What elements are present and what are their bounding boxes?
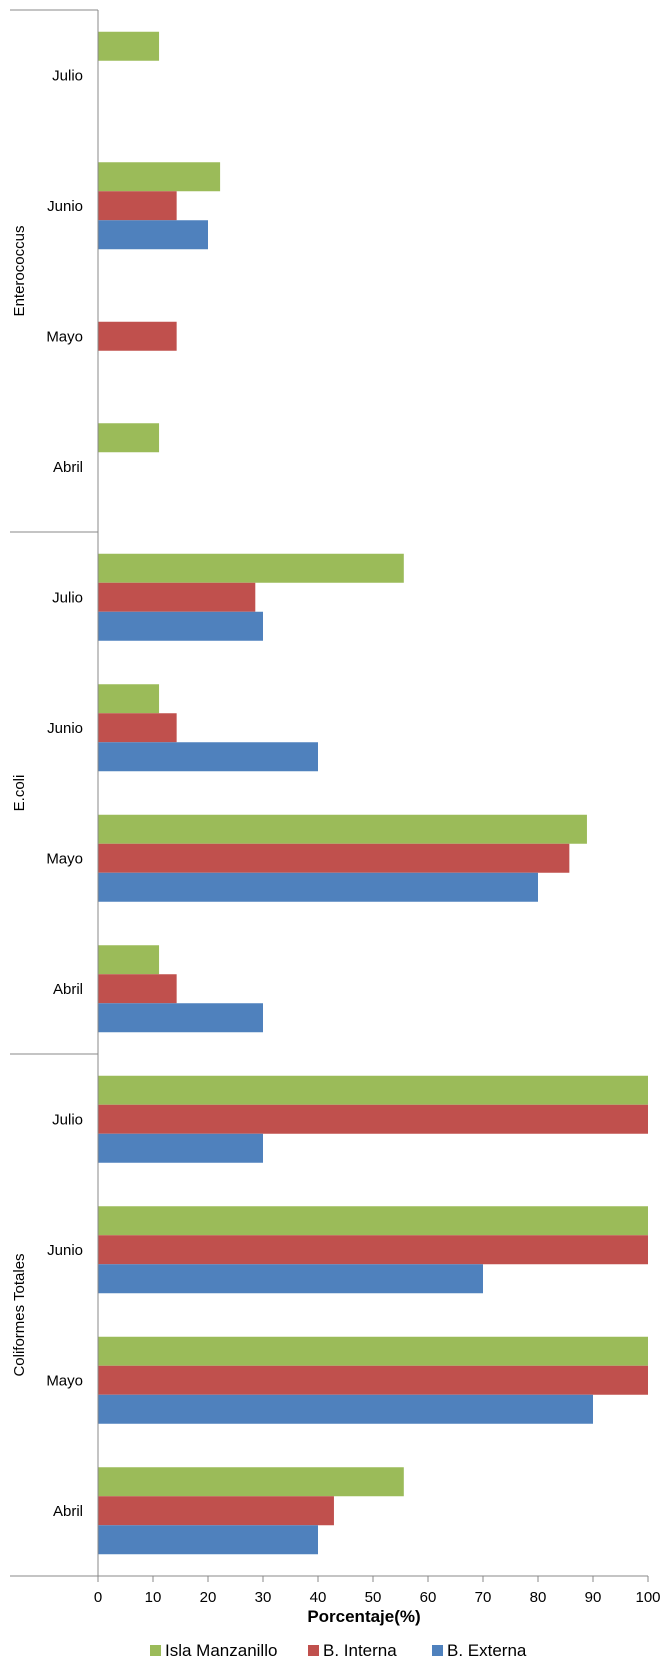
bar bbox=[98, 423, 160, 453]
legend-swatch bbox=[150, 1645, 161, 1656]
bar bbox=[98, 1104, 648, 1134]
x-tick-label: 0 bbox=[94, 1589, 102, 1606]
axes-layer bbox=[10, 9, 649, 1582]
bar bbox=[98, 1496, 334, 1526]
x-tick-label: 90 bbox=[585, 1589, 602, 1606]
bar bbox=[98, 1525, 318, 1555]
bar bbox=[98, 1075, 648, 1105]
bar bbox=[98, 582, 256, 612]
category-label: Mayo bbox=[46, 1372, 83, 1389]
bar bbox=[98, 321, 177, 351]
bar bbox=[98, 1206, 648, 1236]
bar bbox=[98, 1133, 263, 1163]
group-label: E.coli bbox=[11, 775, 28, 812]
bar bbox=[98, 1264, 483, 1294]
x-tick-label: 60 bbox=[420, 1589, 437, 1606]
bar bbox=[98, 742, 318, 772]
x-tick-label: 10 bbox=[145, 1589, 162, 1606]
category-label: Julio bbox=[52, 589, 83, 606]
bar bbox=[98, 162, 221, 192]
bar bbox=[98, 1365, 648, 1395]
x-tick-label: 80 bbox=[530, 1589, 547, 1606]
legend-swatch bbox=[432, 1645, 443, 1656]
category-label: Junio bbox=[47, 720, 83, 737]
category-label: Abril bbox=[53, 459, 83, 476]
category-label: Mayo bbox=[46, 850, 83, 867]
legend-label: B. Externa bbox=[447, 1641, 527, 1660]
legend-label: B. Interna bbox=[323, 1641, 397, 1660]
legend: Isla Manzanillo B. Interna B. Externa bbox=[150, 1641, 527, 1660]
labels-layer: Enterococcus Julio Junio Mayo Abril E.coli Jul… bbox=[11, 67, 661, 1606]
bar bbox=[98, 1235, 648, 1265]
bar bbox=[98, 1394, 593, 1424]
bar bbox=[98, 684, 160, 714]
category-label: Junio bbox=[47, 1242, 83, 1259]
bar bbox=[98, 1467, 404, 1497]
category-label: Junio bbox=[47, 198, 83, 215]
bar bbox=[98, 611, 263, 641]
category-label: Julio bbox=[52, 67, 83, 84]
bar bbox=[98, 1003, 263, 1033]
bar bbox=[98, 1336, 648, 1366]
category-label: Abril bbox=[53, 1503, 83, 1520]
bar bbox=[98, 191, 177, 221]
bar bbox=[98, 843, 570, 873]
bar bbox=[98, 814, 587, 844]
group-label: Coliformes Totales bbox=[11, 1253, 28, 1376]
bar bbox=[98, 220, 208, 250]
bar bbox=[98, 872, 538, 902]
x-tick-label: 100 bbox=[635, 1589, 660, 1606]
legend-label: Isla Manzanillo bbox=[165, 1641, 277, 1660]
bars-layer bbox=[98, 31, 648, 1555]
bar bbox=[98, 553, 404, 583]
bar bbox=[98, 945, 160, 975]
group-label: Enterococcus bbox=[11, 226, 28, 317]
x-tick-label: 50 bbox=[365, 1589, 382, 1606]
bar bbox=[98, 974, 177, 1004]
x-axis-title: Porcentaje(%) bbox=[307, 1607, 420, 1626]
x-tick-label: 40 bbox=[310, 1589, 327, 1606]
category-label: Julio bbox=[52, 1111, 83, 1128]
x-tick-label: 70 bbox=[475, 1589, 492, 1606]
legend-swatch bbox=[308, 1645, 319, 1656]
bar bbox=[98, 31, 160, 61]
x-tick-label: 30 bbox=[255, 1589, 272, 1606]
category-label: Abril bbox=[53, 981, 83, 998]
x-tick-label: 20 bbox=[200, 1589, 217, 1606]
bar bbox=[98, 713, 177, 743]
category-label: Mayo bbox=[46, 328, 83, 345]
